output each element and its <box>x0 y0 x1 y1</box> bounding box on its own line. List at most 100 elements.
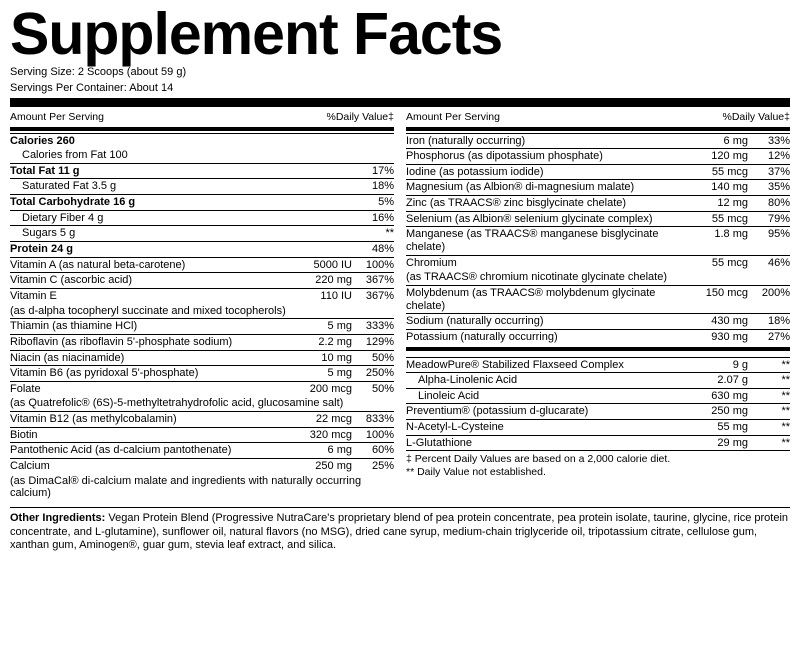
footnote-dv-not-established: ** Daily Value not established. <box>406 466 790 479</box>
nutrient-name: Manganese (as TRAACS® manganese bisglyci… <box>406 228 694 253</box>
nutrient-name: Sodium (naturally occurring) <box>406 315 694 328</box>
right-column: Amount Per Serving %Daily Value‡ Iron (n… <box>406 109 790 501</box>
nutrient-name: Calories from Fat 100 <box>10 149 394 162</box>
nutrient-name: Alpha-Linolenic Acid <box>406 374 694 387</box>
nutrient-name: Iron (naturally occurring) <box>406 135 694 148</box>
nutrient-name: MeadowPure® Stabilized Flaxseed Complex <box>406 359 694 372</box>
nutrient-amount: 5 mg <box>298 367 356 380</box>
nutrient-row: Selenium (as Albion® selenium glycinate … <box>406 211 790 227</box>
daily-value-label: %Daily Value‡ <box>326 111 394 123</box>
nutrient-row: (as Quatrefolic® (6S)-5-methyltetrahydro… <box>10 396 394 411</box>
nutrient-row: Thiamin (as thiamine HCl)5 mg333% <box>10 318 394 334</box>
column-header-left: Amount Per Serving %Daily Value‡ <box>10 109 394 125</box>
nutrient-amount: 10 mg <box>298 352 356 365</box>
nutrient-name: Iodine (as potassium iodide) <box>406 166 694 179</box>
nutrient-name: Linoleic Acid <box>406 390 694 403</box>
nutrient-dv: 5% <box>356 196 394 209</box>
nutrient-amount: 2.2 mg <box>298 336 356 349</box>
nutrient-amount: 250 mg <box>694 405 752 418</box>
nutrient-amount: 22 mcg <box>298 413 356 426</box>
nutrient-row: Dietary Fiber 4 g 16% <box>10 210 394 226</box>
column-header-right: Amount Per Serving %Daily Value‡ <box>406 109 790 125</box>
nutrient-row: Calories from Fat 100 <box>10 148 394 163</box>
footnotes: ‡ Percent Daily Values are based on a 2,… <box>406 450 790 479</box>
nutrient-amount: 150 mcg <box>694 287 752 300</box>
rule-thick-top <box>10 98 790 107</box>
amount-per-serving-label: Amount Per Serving <box>10 111 104 123</box>
nutrient-name: (as Quatrefolic® (6S)-5-methyltetrahydro… <box>10 397 394 410</box>
nutrient-row: Total Fat 11 g 17% <box>10 163 394 179</box>
nutrient-amount: 2.07 g <box>694 374 752 387</box>
nutrient-name: Folate <box>10 383 298 396</box>
nutrient-dv: 50% <box>356 383 394 396</box>
nutrient-dv: 100% <box>356 259 394 272</box>
nutrient-name: Total Fat 11 g <box>10 165 298 178</box>
nutrient-dv: 95% <box>752 228 790 241</box>
nutrient-dv: 367% <box>356 290 394 303</box>
nutrient-row: Alpha-Linolenic Acid2.07 g** <box>406 372 790 388</box>
nutrient-name: Zinc (as TRAACS® zinc bisglycinate chela… <box>406 197 694 210</box>
nutrient-name: Saturated Fat 3.5 g <box>10 180 298 193</box>
nutrient-row: (as d-alpha tocopheryl succinate and mix… <box>10 304 394 319</box>
nutrient-dv: 129% <box>356 336 394 349</box>
nutrient-row: Magnesium (as Albion® di-magnesium malat… <box>406 179 790 195</box>
nutrient-dv: 60% <box>356 444 394 457</box>
nutrient-dv: 833% <box>356 413 394 426</box>
nutrient-name: Molybdenum (as TRAACS® molybdenum glycin… <box>406 287 694 312</box>
nutrient-row: Sodium (naturally occurring)430 mg18% <box>406 313 790 329</box>
nutrient-name: Vitamin A (as natural beta-carotene) <box>10 259 298 272</box>
rule-medium-right-top <box>406 127 790 131</box>
nutrient-row: Calories 260 <box>10 133 394 149</box>
nutrient-row: (as TRAACS® chromium nicotinate glycinat… <box>406 270 790 285</box>
nutrient-name: Thiamin (as thiamine HCl) <box>10 320 298 333</box>
nutrient-name: Phosphorus (as dipotassium phosphate) <box>406 150 694 163</box>
nutrient-dv: 35% <box>752 181 790 194</box>
nutrient-name: Pantothenic Acid (as d-calcium pantothen… <box>10 444 298 457</box>
servings-per-container: Servings Per Container: About 14 <box>10 82 790 96</box>
nutrient-dv: 37% <box>752 166 790 179</box>
right-bottom-rows: MeadowPure® Stabilized Flaxseed Complex9… <box>406 357 790 451</box>
nutrient-dv: ** <box>752 405 790 418</box>
nutrient-row: Protein 24 g 48% <box>10 241 394 257</box>
nutrient-dv: 333% <box>356 320 394 333</box>
nutrient-amount: 110 IU <box>298 290 356 303</box>
nutrient-dv: 79% <box>752 213 790 226</box>
nutrient-dv: ** <box>752 374 790 387</box>
nutrient-name: (as DimaCal® di-calcium malate and ingre… <box>10 475 394 500</box>
nutrient-row: Saturated Fat 3.5 g 18% <box>10 178 394 194</box>
nutrient-dv: 17% <box>356 165 394 178</box>
nutrient-row: Calcium250 mg25% <box>10 458 394 474</box>
nutrient-name: Niacin (as niacinamide) <box>10 352 298 365</box>
nutrient-dv: 16% <box>356 212 394 225</box>
nutrient-row: Folate200 mcg50% <box>10 381 394 397</box>
nutrient-row: Vitamin C (ascorbic acid)220 mg367% <box>10 272 394 288</box>
nutrient-row: MeadowPure® Stabilized Flaxseed Complex9… <box>406 357 790 373</box>
nutrient-amount: 55 mcg <box>694 257 752 270</box>
nutrient-row: Manganese (as TRAACS® manganese bisglyci… <box>406 226 790 254</box>
nutrient-name: (as TRAACS® chromium nicotinate glycinat… <box>406 271 790 284</box>
nutrient-dv: 33% <box>752 135 790 148</box>
nutrient-name: Sugars 5 g <box>10 227 298 240</box>
nutrient-row: Vitamin B6 (as pyridoxal 5'-phosphate)5 … <box>10 365 394 381</box>
nutrient-name: Calcium <box>10 460 298 473</box>
nutrient-amount: 320 mcg <box>298 429 356 442</box>
nutrient-row: Phosphorus (as dipotassium phosphate)120… <box>406 148 790 164</box>
nutrient-name: Dietary Fiber 4 g <box>10 212 298 225</box>
nutrient-name: Chromium <box>406 257 694 270</box>
nutrient-row: Linoleic Acid630 mg** <box>406 388 790 404</box>
nutrient-amount: 12 mg <box>694 197 752 210</box>
nutrient-dv: 18% <box>356 180 394 193</box>
nutrient-name: N-Acetyl-L-Cysteine <box>406 421 694 434</box>
nutrient-row: Vitamin A (as natural beta-carotene)5000… <box>10 257 394 273</box>
nutrient-name: Protein 24 g <box>10 243 298 256</box>
nutrient-dv: ** <box>752 390 790 403</box>
two-column-layout: Amount Per Serving %Daily Value‡ Calorie… <box>10 109 790 501</box>
nutrient-row: Iron (naturally occurring)6 mg33% <box>406 133 790 149</box>
nutrient-dv: 48% <box>356 243 394 256</box>
nutrient-amount: 140 mg <box>694 181 752 194</box>
nutrient-dv: ** <box>752 437 790 450</box>
other-ingredients-label: Other Ingredients: <box>10 512 108 524</box>
nutrient-row: Sugars 5 g** <box>10 225 394 241</box>
nutrient-name: Vitamin E <box>10 290 298 303</box>
nutrient-row: L-Glutathione29 mg** <box>406 435 790 451</box>
